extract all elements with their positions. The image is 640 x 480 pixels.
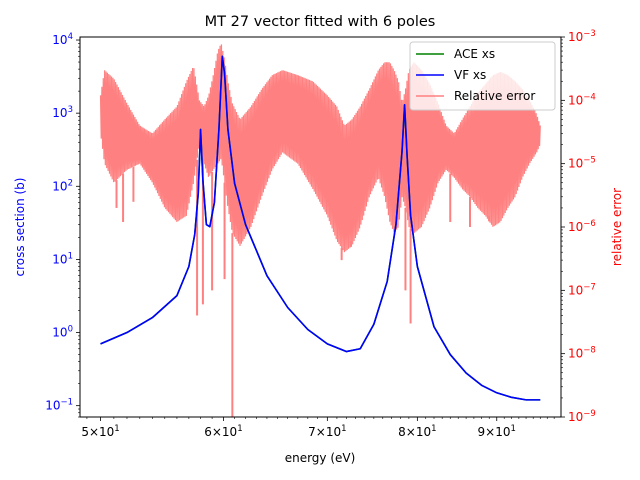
legend-label-ace-xs: ACE xs bbox=[454, 47, 495, 61]
y-axis-right-label: relative error bbox=[610, 188, 624, 266]
x-axis: 5×101 6×101 7×101 8×101 9×101 bbox=[81, 417, 555, 439]
x-tick-label-2: 7×101 bbox=[308, 424, 346, 439]
relative-error-line bbox=[99, 44, 541, 253]
y-left-tick-label-5: 104 bbox=[52, 32, 73, 47]
chart-title: MT 27 vector fitted with 6 poles bbox=[205, 14, 436, 30]
x-tick-label-4: 9×101 bbox=[478, 424, 516, 439]
y-axis-left: 10−1 100 101 102 103 104 bbox=[45, 32, 80, 418]
vf-xs-line bbox=[100, 55, 541, 401]
y-right-tick-label-5: 10−4 bbox=[568, 92, 596, 107]
y-left-tick-label-0: 10−1 bbox=[45, 398, 73, 413]
y-left-tick-label-4: 103 bbox=[52, 105, 73, 120]
y-right-tick-label-1: 10−8 bbox=[568, 346, 596, 361]
y-left-tick-label-1: 100 bbox=[52, 325, 73, 340]
y-right-tick-label-4: 10−5 bbox=[568, 156, 596, 171]
x-axis-label: energy (eV) bbox=[285, 451, 356, 465]
relative-error-series bbox=[99, 44, 541, 417]
y-axis-left-label: cross section (b) bbox=[13, 178, 27, 277]
legend: ACE xs VF xs Relative error bbox=[409, 41, 556, 111]
legend-box bbox=[409, 41, 556, 111]
y-right-tick-label-2: 10−7 bbox=[568, 282, 596, 297]
legend-label-vf-xs: VF xs bbox=[454, 68, 486, 82]
y-right-tick-label-6: 10−3 bbox=[568, 29, 596, 44]
y-left-tick-label-3: 102 bbox=[52, 178, 73, 193]
y-axis-right: 10−9 10−8 10−7 10−6 10−5 10−4 10−3 bbox=[561, 29, 596, 424]
cross-section-series bbox=[100, 55, 541, 401]
x-tick-label-3: 8×101 bbox=[398, 424, 436, 439]
legend-label-relative-error: Relative error bbox=[454, 89, 535, 103]
y-left-tick-label-2: 101 bbox=[52, 251, 73, 266]
y-right-tick-label-0: 10−9 bbox=[568, 409, 596, 424]
x-tick-label-1: 6×101 bbox=[204, 424, 242, 439]
y-right-tick-label-3: 10−6 bbox=[568, 219, 596, 234]
x-tick-label-0: 5×101 bbox=[81, 424, 119, 439]
